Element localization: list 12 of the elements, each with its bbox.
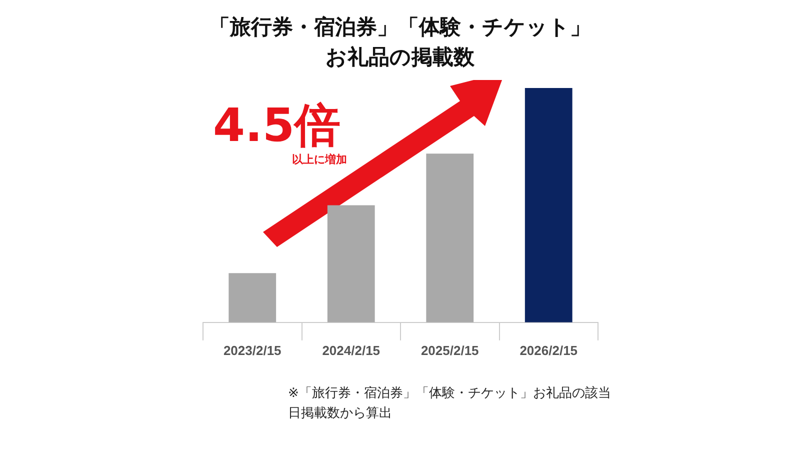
x-tick-label: 2024/2/15 xyxy=(322,342,380,358)
annotation: 4.5倍 xyxy=(213,98,340,152)
bar xyxy=(228,273,276,322)
chart-title: 「旅行券・宿泊券」「体験・チケット」お礼品の掲載数 xyxy=(208,14,592,71)
bar xyxy=(426,154,474,322)
x-tick-label: 2023/2/15 xyxy=(223,342,282,358)
text: ※「旅行券・宿泊券」「体験・チケット」お礼品の該当日掲載数から算出 xyxy=(288,385,612,423)
x-tick-label: 2026/2/15 xyxy=(520,342,578,358)
x-tick-label: 2025/2/15 xyxy=(420,342,479,358)
bar xyxy=(524,88,572,322)
bar xyxy=(327,205,375,322)
annotation: 以上に増加 xyxy=(292,152,347,167)
